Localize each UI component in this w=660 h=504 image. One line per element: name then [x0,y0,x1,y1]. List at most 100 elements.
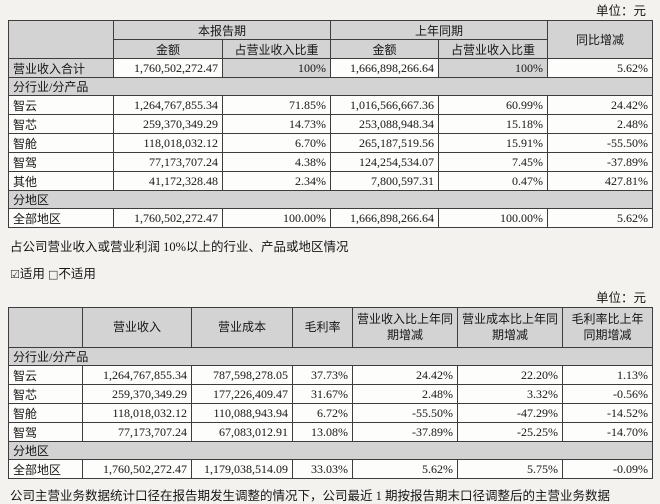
ratio-cell: 4.38% [221,152,332,172]
margin-analysis-table: 营业收入 营业成本 毛利率 营业收入比上年同期增减 营业成本比上年同期增减 毛利… [8,307,653,479]
ratio-header-current: 占营业收入比重 [221,39,332,59]
table1-header-row-2: 金额 占营业收入比重 金额 占营业收入比重 [9,39,653,59]
row-label: 智驾 [8,422,83,442]
ratio-cell: 7.45% [438,152,549,172]
margin-cell: 31.67% [292,384,353,404]
revenue-yoy-cell: 2.48% [352,384,458,404]
section-label: 分行业/分产品 [7,77,654,96]
margin-yoy-cell: -14.70% [562,422,653,442]
amount-cell: 265,187,519.56 [330,133,440,153]
yoy-cell: 2.48% [547,114,654,134]
revenue-yoy-cell: 24.42% [352,365,458,385]
table-row: 智云 1,264,767,855.34 787,598,278.05 37.73… [8,365,653,385]
amount-cell: 118,018,032.12 [113,133,223,153]
cost-yoy-cell: -25.25% [457,422,563,442]
table-row: 智舱 118,018,032.12 110,088,943.94 6.72% -… [8,403,653,423]
amount-cell: 7,800,597.31 [330,171,440,191]
table2-header-row: 营业收入 营业成本 毛利率 营业收入比上年同期增减 营业成本比上年同期增减 毛利… [8,307,653,348]
section-row-region: 分地区 [8,441,653,460]
row-label: 智芯 [8,114,114,134]
margin-cell: 13.08% [292,422,353,442]
ratio-cell: 14.73% [221,114,332,134]
yoy-cell: 5.62% [547,208,654,228]
table-row: 智舱 118,018,032.12 6.70% 265,187,519.56 1… [8,133,654,153]
amount-cell: 1,760,502,272.47 [113,208,223,228]
margin-yoy-cell: -14.52% [562,403,653,423]
margin-cell: 37.73% [292,365,353,385]
ratio-header-prior: 占营业收入比重 [438,39,549,59]
row-label: 其他 [8,171,114,191]
applicable-label: 适用 [19,267,45,281]
ratio-cell: 6.70% [221,133,332,153]
row-label: 全部地区 [8,208,114,228]
ratio-cell: 100% [438,58,549,78]
amount-cell: 1,760,502,272.47 [113,58,223,78]
margin-yoy-cell: 1.13% [562,365,653,385]
row-label: 智驾 [8,152,114,172]
cost-yoy-cell: -47.29% [457,403,563,423]
all-regions-row: 全部地区 1,760,502,272.47 100.00% 1,666,898,… [8,208,654,228]
margin-yoy-cell: -0.09% [562,459,653,479]
table-row: 智驾 77,173,707.24 67,083,012.91 13.08% -3… [8,422,653,442]
ratio-cell: 2.34% [221,171,332,191]
cost-cell: 787,598,278.05 [191,365,293,385]
section-label: 分地区 [8,441,653,460]
row-label: 营业收入合计 [8,58,114,78]
row-label: 智云 [8,365,83,385]
cost-yoy-cell: 3.32% [457,384,563,404]
cost-yoy-header: 营业成本比上年同期增减 [457,307,563,348]
yoy-cell: -37.89% [547,152,654,172]
yoy-cell: 24.42% [547,95,654,115]
corner-cell [8,307,83,348]
ratio-cell: 100.00% [221,208,332,228]
row-label: 智云 [8,95,114,115]
corner-cell [8,20,114,59]
row-label: 智舱 [8,403,83,423]
amount-cell: 1,666,898,266.64 [330,208,440,228]
row-label: 智芯 [8,384,83,404]
revenue-yoy-cell: -55.50% [352,403,458,423]
applicability-line: ☑适用 □不适用 [8,263,652,282]
yoy-change-header: 同比增减 [547,20,654,59]
unchecked-checkbox-icon: □ [48,268,59,281]
revenue-cell: 118,018,032.12 [82,403,192,423]
unit-label-top: 单位：元 [595,4,646,18]
revenue-cell: 77,173,707.24 [82,422,192,442]
yoy-cell: -55.50% [547,133,654,153]
amount-header-prior: 金额 [330,39,440,59]
revenue-cell: 259,370,349.29 [82,384,192,404]
unit-label-bottom: 单位：元 [595,291,646,305]
revenue-cell: 1,264,767,855.34 [82,365,192,385]
not-applicable-label: 不适用 [58,267,96,281]
cost-cell: 177,226,409.47 [191,384,293,404]
ratio-cell: 15.91% [438,133,549,153]
amount-cell: 253,088,948.34 [330,114,440,134]
margin-yoy-header: 毛利率比上年同期增减 [562,307,653,348]
ratio-cell: 71.85% [221,95,332,115]
cost-header: 营业成本 [191,307,293,348]
section-row-region: 分地区 [7,190,654,209]
cost-cell: 1,179,038,514.09 [191,459,293,479]
ratio-cell: 100% [221,58,332,78]
ratio-cell: 100.00% [438,208,549,228]
margin-yoy-cell: -0.56% [562,384,653,404]
section-row-industry: 分行业/分产品 [8,347,653,366]
table-row: 其他 41,172,328.48 2.34% 7,800,597.31 0.47… [8,171,654,191]
all-regions-row: 全部地区 1,760,502,272.47 1,179,038,514.09 3… [8,459,653,479]
margin-cell: 6.72% [292,403,353,423]
margin-header: 毛利率 [292,307,353,348]
row-label: 全部地区 [8,459,83,479]
ratio-cell: 15.18% [438,114,549,134]
amount-header-current: 金额 [113,39,223,59]
cost-cell: 110,088,943.94 [191,403,293,423]
yoy-cell: 5.62% [547,58,654,78]
cost-yoy-cell: 5.75% [457,459,563,479]
section-label: 分地区 [7,190,654,209]
ratio-cell: 60.99% [438,95,549,115]
revenue-header: 营业收入 [82,307,192,348]
amount-cell: 1,016,566,667.36 [330,95,440,115]
amount-cell: 77,173,707.24 [113,152,223,172]
note-adjusted-data: 公司主营业务数据统计口径在报告期发生调整的情况下，公司最近 1 期按报告期末口径… [10,489,611,503]
amount-cell: 259,370,349.29 [113,114,223,134]
